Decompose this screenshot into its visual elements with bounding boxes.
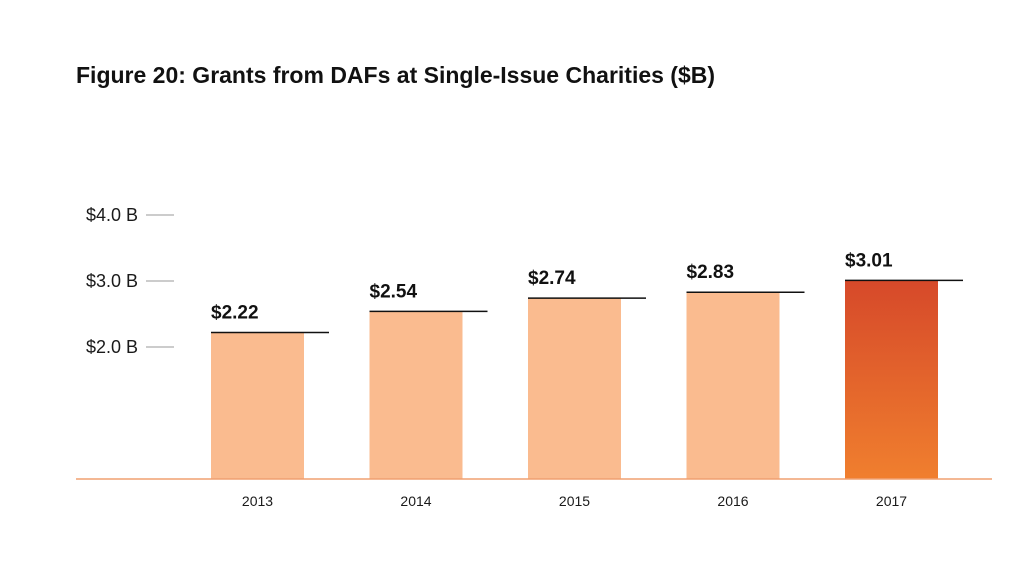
bar-value-label: $2.74 bbox=[528, 268, 576, 289]
x-tick-label: 2016 bbox=[717, 493, 748, 509]
bar-value-label: $2.83 bbox=[687, 262, 735, 283]
bar bbox=[211, 332, 304, 479]
bar-value-label: $2.54 bbox=[370, 281, 418, 302]
y-tick-label: $2.0 B bbox=[86, 337, 138, 357]
x-tick-label: 2013 bbox=[242, 493, 273, 509]
x-tick-label: 2017 bbox=[876, 493, 907, 509]
x-tick-label: 2014 bbox=[400, 493, 431, 509]
bar bbox=[528, 298, 621, 479]
bar bbox=[686, 292, 780, 479]
bar bbox=[845, 280, 938, 479]
bar-value-label: $3.01 bbox=[845, 250, 893, 271]
bar-value-label: $2.22 bbox=[211, 302, 259, 323]
y-tick-label: $4.0 B bbox=[86, 205, 138, 225]
chart-title: Figure 20: Grants from DAFs at Single-Is… bbox=[76, 62, 716, 88]
y-tick-label: $3.0 B bbox=[86, 271, 138, 291]
x-tick-label: 2015 bbox=[559, 493, 590, 509]
bar bbox=[369, 311, 463, 479]
